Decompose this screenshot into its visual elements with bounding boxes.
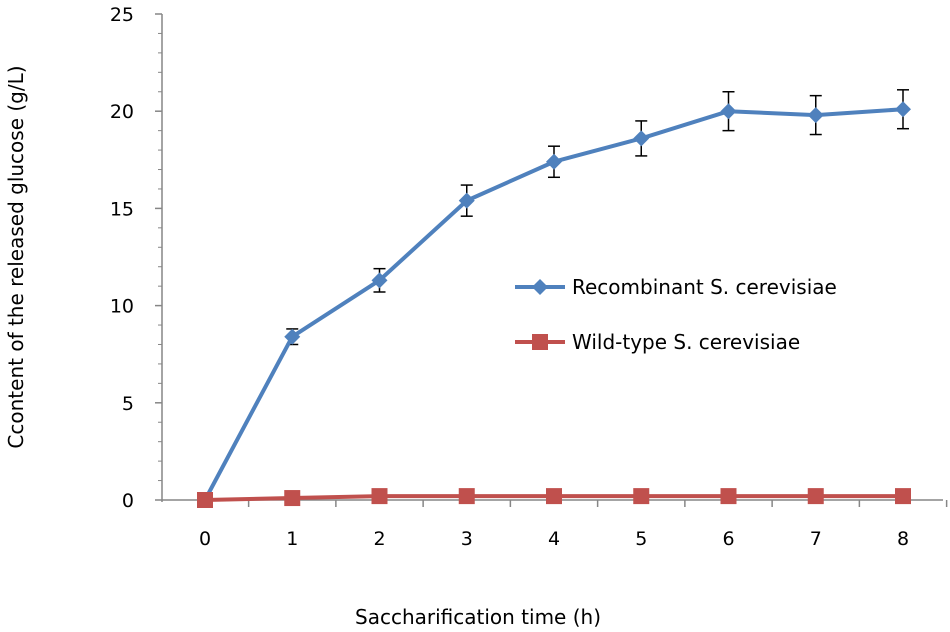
data-point-recombinant	[371, 272, 388, 289]
legend-label-wild-type: Wild-type S. cerevisiae	[572, 330, 800, 354]
series-markers	[197, 101, 911, 508]
ticks	[155, 13, 948, 507]
legend-marker-recombinant	[532, 279, 548, 295]
data-point-wild-type	[371, 488, 388, 505]
x-tick-label: 3	[461, 528, 473, 550]
y-tick-label: 25	[110, 4, 134, 26]
tick-labels: 0 5 10 15 20 25 0 1 2 3 4 5 6 7 8	[110, 4, 909, 550]
y-tick-label: 5	[122, 393, 134, 415]
data-point-recombinant	[458, 192, 475, 209]
x-tick-label: 6	[722, 528, 734, 550]
x-axis-title: Saccharification time (h)	[355, 605, 601, 629]
data-point-wild-type	[633, 488, 650, 505]
data-point-wild-type	[720, 488, 737, 505]
data-point-wild-type	[458, 488, 475, 505]
x-tick-label: 4	[548, 528, 560, 550]
data-point-recombinant	[895, 101, 911, 118]
x-tick-label: 8	[897, 528, 909, 550]
data-point-recombinant	[546, 153, 562, 170]
data-point-wild-type	[895, 488, 911, 505]
data-point-wild-type	[197, 492, 213, 508]
x-tick-label: 5	[635, 528, 647, 550]
legend-item-recombinant: Recombinant S. cerevisiae	[515, 275, 837, 299]
x-tick-label: 7	[810, 528, 822, 550]
x-tick-label: 2	[373, 528, 385, 550]
data-point-recombinant	[284, 328, 301, 345]
axes	[161, 14, 943, 502]
data-point-wild-type	[284, 490, 301, 507]
y-tick-label: 20	[110, 101, 134, 123]
y-tick-label: 10	[110, 296, 134, 318]
legend-label-recombinant: Recombinant S. cerevisiae	[572, 275, 837, 299]
y-tick-label: 0	[122, 490, 134, 512]
data-point-wild-type	[546, 488, 562, 505]
y-axis-title: Ccontent of the released glucose (g/L)	[4, 65, 28, 448]
legend: Recombinant S. cerevisiae Wild-type S. c…	[515, 275, 837, 354]
data-point-recombinant	[720, 103, 737, 120]
data-point-wild-type	[807, 488, 824, 505]
data-point-recombinant	[633, 130, 650, 147]
x-tick-label: 1	[286, 528, 298, 550]
legend-marker-wild-type	[532, 334, 548, 350]
x-tick-label: 0	[199, 528, 211, 550]
data-point-recombinant	[807, 107, 824, 124]
legend-item-wild-type: Wild-type S. cerevisiae	[515, 330, 800, 354]
y-tick-label: 15	[110, 198, 134, 220]
error-bars	[286, 89, 909, 346]
